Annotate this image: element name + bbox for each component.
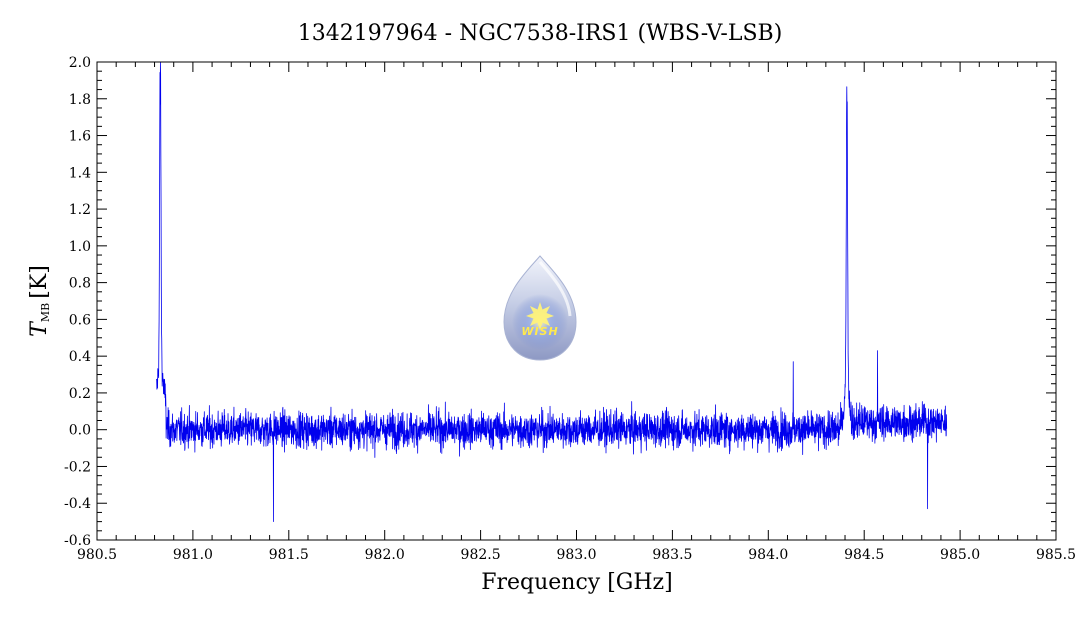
x-tick-labels: 980.5 981.0 981.5 982.0 982.5 983.0 983.5 984.0… [77, 547, 1076, 563]
plot-frame [96, 61, 1057, 541]
y-axis-symbol: T [27, 320, 52, 337]
y-axis-subscript: MB [39, 303, 52, 322]
x-axis-label: Frequency [GHz] [481, 570, 673, 595]
x-tick-label: 981.5 [269, 547, 309, 563]
axis-ticks [96, 61, 1057, 541]
x-tick-label: 985.0 [940, 547, 980, 563]
x-tick-label: 983.5 [652, 547, 692, 563]
y-tick-label: -0.2 [64, 459, 91, 475]
x-tick-label: 985.5 [1036, 547, 1076, 563]
wish-watermark: WISH [503, 255, 577, 361]
chart-title: 1342197964 - NGC7538-IRS1 (WBS-V-LSB) [298, 21, 783, 46]
x-tick-label: 981.0 [173, 547, 213, 563]
y-tick-label: 1.8 [69, 92, 91, 108]
y-tick-label: 0.6 [69, 312, 91, 328]
x-tick-label: 983.0 [556, 547, 596, 563]
y-tick-label: 1.0 [69, 239, 91, 255]
y-tick-labels: -0.6 -0.4 -0.2 0.0 0.2 0.4 0.6 0.8 1.0 1.2 1.4 1.6 1… [64, 55, 91, 549]
x-tick-label: 984.5 [844, 547, 884, 563]
y-tick-label: 1.6 [69, 129, 91, 145]
y-tick-label: 0.0 [69, 423, 91, 439]
y-axis-unit: [K] [27, 265, 52, 299]
star-icon [526, 302, 554, 330]
y-tick-label: 0.2 [69, 386, 91, 402]
y-tick-label: -0.4 [64, 496, 91, 512]
spectrum-line [156, 61, 948, 523]
y-tick-label: 0.4 [69, 349, 91, 365]
y-tick-label: -0.6 [64, 533, 91, 549]
y-tick-label: 2.0 [69, 55, 91, 71]
x-tick-label: 982.5 [461, 547, 501, 563]
watermark-text: WISH [521, 325, 558, 338]
y-axis-label: TMB [K] [27, 265, 52, 337]
x-tick-label: 984.0 [748, 547, 788, 563]
y-tick-label: 1.2 [69, 202, 91, 218]
x-tick-label: 980.5 [77, 547, 117, 563]
y-tick-label: 1.4 [69, 165, 91, 181]
y-tick-label: 0.8 [69, 276, 91, 292]
x-tick-label: 982.0 [365, 547, 405, 563]
